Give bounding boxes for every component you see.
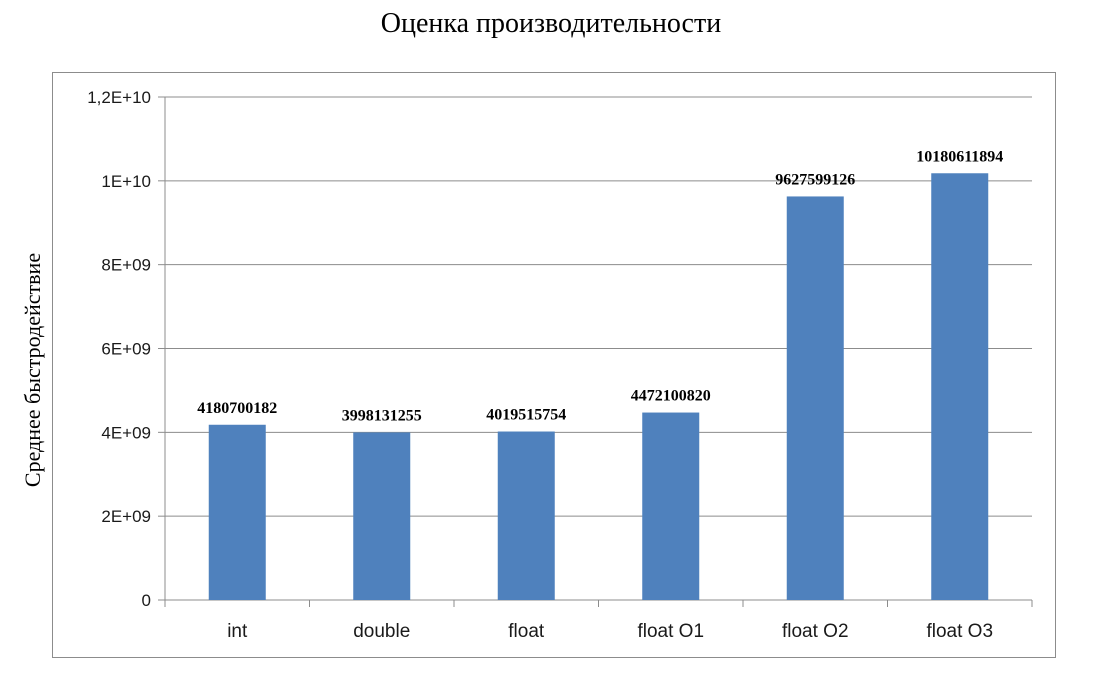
data-label: 3998131255 bbox=[342, 407, 422, 424]
y-tick-label: 6E+09 bbox=[101, 340, 151, 359]
bar bbox=[642, 412, 700, 600]
y-tick-label: 1,2E+10 bbox=[87, 88, 151, 107]
x-tick-label: double bbox=[353, 621, 410, 642]
bar bbox=[931, 173, 989, 600]
y-tick-label: 1E+10 bbox=[101, 172, 151, 191]
data-label: 9627599126 bbox=[775, 171, 855, 188]
y-tick-label: 4E+09 bbox=[101, 423, 151, 442]
x-tick-label: int bbox=[227, 621, 248, 642]
bar bbox=[786, 196, 844, 601]
data-label: 4180700182 bbox=[197, 400, 277, 417]
data-label: 4472100820 bbox=[631, 388, 711, 405]
chart-frame bbox=[52, 72, 1056, 658]
x-tick-label: float O1 bbox=[637, 621, 704, 642]
data-label: 4019515754 bbox=[486, 407, 566, 424]
data-label: 10180611894 bbox=[916, 148, 1003, 165]
y-tick-label: 8E+09 bbox=[101, 256, 151, 275]
x-tick-label: float O3 bbox=[926, 621, 993, 642]
x-tick-label: float O2 bbox=[782, 621, 849, 642]
x-tick-label: float bbox=[508, 621, 545, 642]
bar bbox=[208, 424, 266, 600]
y-tick-label: 2E+09 bbox=[101, 507, 151, 526]
y-tick-label: 0 bbox=[142, 591, 151, 610]
bar bbox=[497, 431, 555, 600]
chart-title: Оценка производительности bbox=[380, 8, 722, 39]
bar bbox=[353, 432, 411, 600]
